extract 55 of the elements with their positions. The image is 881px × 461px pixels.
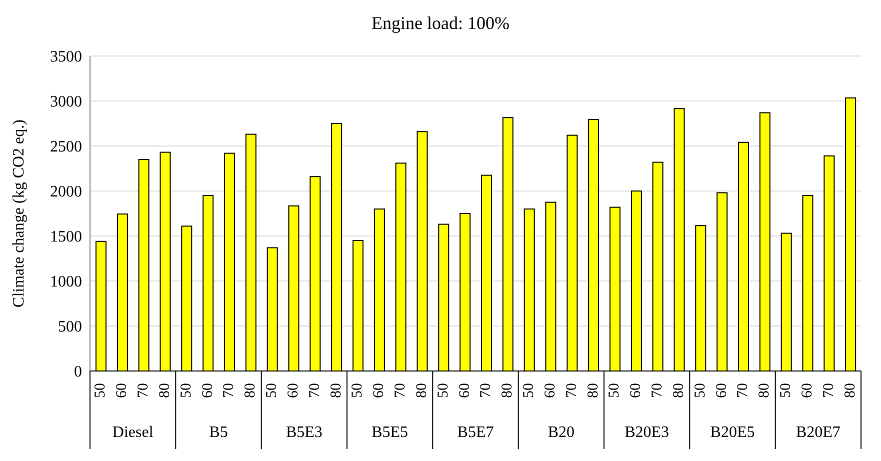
x-tick-label: 70 xyxy=(820,383,837,398)
x-tick-label: 50 xyxy=(606,383,623,398)
x-tick-label: 80 xyxy=(156,383,173,398)
y-axis-title: Climate change (kg CO2 eq.) xyxy=(10,120,28,308)
x-tick-label: 50 xyxy=(178,383,194,398)
x-tick-label: 80 xyxy=(414,383,430,398)
y-tick-label: 1500 xyxy=(50,228,82,246)
x-tick-label: 50 xyxy=(350,383,366,398)
y-tick-label: 3000 xyxy=(50,94,82,111)
x-tick-label: 60 xyxy=(714,383,730,398)
x-tick-label: 60 xyxy=(799,383,816,398)
text: B5E3 xyxy=(286,424,322,441)
x-tick-label: 60 xyxy=(542,383,558,398)
x-tick-label: 60 xyxy=(628,383,644,398)
x-tick-label: 70 xyxy=(478,383,494,398)
text: B20E5 xyxy=(710,424,755,441)
x-tick-label: 80 xyxy=(756,383,773,398)
text: B20E7 xyxy=(796,424,840,441)
x-tick-label: 70 xyxy=(221,383,238,398)
x-tick-label: 80 xyxy=(842,383,858,398)
x-tick-label: 50 xyxy=(692,383,708,398)
text: B5 xyxy=(209,424,228,441)
x-tick-label: 60 xyxy=(371,383,388,398)
x-tick-label: 70 xyxy=(392,383,409,398)
x-tick-label: 70 xyxy=(136,383,152,398)
text: Diesel xyxy=(112,424,154,441)
x-tick-label: 80 xyxy=(500,383,516,398)
text: B20 xyxy=(548,424,575,441)
x-tick-label: 70 xyxy=(650,383,666,398)
y-tick-label: 500 xyxy=(58,318,82,336)
x-tick-label: 70 xyxy=(306,383,323,398)
chart-title: Engine load: 100% xyxy=(370,12,510,35)
x-tick-label: 70 xyxy=(735,383,752,398)
text: B5E5 xyxy=(372,424,408,441)
x-tick-label: 60 xyxy=(114,383,130,398)
x-tick-label: 80 xyxy=(585,383,602,398)
x-tick-label: 50 xyxy=(435,383,452,398)
x-tick-label: 50 xyxy=(778,383,794,398)
y-tick-label: 2500 xyxy=(50,138,82,156)
text: B5E7 xyxy=(457,424,494,441)
y-tick-label: 1000 xyxy=(50,274,82,291)
x-tick-label: 60 xyxy=(200,383,216,398)
x-tick-label: 60 xyxy=(285,383,302,398)
y-tick-label: 2000 xyxy=(50,184,82,201)
x-tick-label: 50 xyxy=(521,383,538,398)
x-tick-label: 80 xyxy=(328,383,344,398)
x-tick-label: 80 xyxy=(670,383,687,398)
x-tick-label: 50 xyxy=(92,383,109,398)
x-tick-label: 80 xyxy=(242,383,259,398)
x-tick-label: 50 xyxy=(264,383,280,398)
text: B20E3 xyxy=(624,424,670,441)
y-tick-label: 0 xyxy=(74,364,82,381)
x-tick-label: 70 xyxy=(564,383,580,398)
x-tick-label: 60 xyxy=(456,383,473,398)
y-tick-label: 3500 xyxy=(50,48,82,66)
